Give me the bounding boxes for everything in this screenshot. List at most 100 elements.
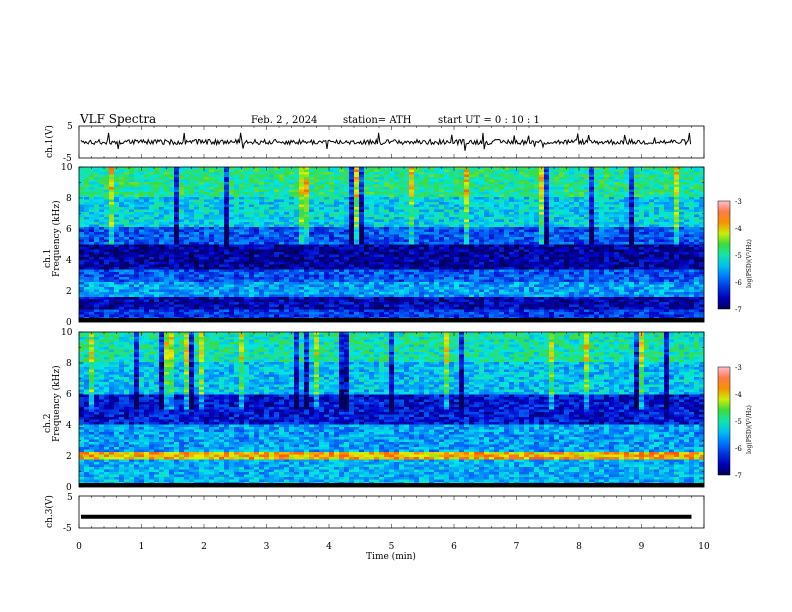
spectrogram-cell [479, 252, 485, 255]
spectrogram-cell [329, 172, 335, 175]
spectrogram-cell [414, 202, 420, 205]
spectrogram-cell [314, 227, 320, 230]
spectrogram-cell [414, 187, 420, 190]
spectrogram-cell [309, 204, 315, 208]
spectrogram-cell [79, 212, 85, 215]
spectrogram-cell [224, 182, 230, 185]
spectrogram-cell [104, 234, 110, 238]
spectrogram-cell [404, 222, 410, 225]
spectrogram-cell [169, 262, 175, 265]
spectrogram-cell [399, 229, 405, 233]
spectrogram-cell [134, 262, 140, 265]
spectrogram-cell [604, 182, 610, 185]
spectrogram-cell [464, 252, 470, 255]
spectrogram-cell [549, 199, 555, 203]
spectrogram-cell [339, 242, 345, 245]
spectrogram-cell [624, 204, 630, 208]
spectrogram-cell [124, 229, 130, 233]
spectrogram-cell [419, 259, 425, 263]
spectrogram-cell [154, 242, 160, 245]
spectrogram-cell [604, 169, 610, 173]
spectrogram-cell [504, 209, 510, 213]
spectrogram-cell [129, 197, 135, 200]
spectrogram-cell [674, 207, 680, 210]
spectrogram-cell [524, 182, 530, 185]
spectrogram-cell [649, 169, 655, 173]
spectrogram-cell [679, 257, 685, 260]
spectrogram-cell [99, 252, 105, 255]
spectrogram-cell [409, 214, 415, 218]
spectrogram-cell [334, 172, 340, 175]
spectrogram-cell [694, 249, 700, 253]
spectrogram-cell [159, 189, 165, 193]
spectrogram-cell [154, 257, 160, 260]
spectrogram-cell [229, 247, 235, 250]
spectrogram-cell [284, 194, 290, 198]
spectrogram-cell [654, 169, 660, 173]
spectrogram-cell [484, 194, 490, 198]
spectrogram-cell [414, 244, 420, 248]
spectrogram-cell [464, 204, 470, 208]
spectrogram-cell [484, 179, 490, 183]
spectrogram-cell [474, 254, 480, 258]
spectrogram-cell [144, 227, 150, 230]
spectrogram-cell [429, 234, 435, 238]
spectrogram-cell [394, 252, 400, 255]
spectrogram-cell [114, 192, 120, 195]
spectrogram-cell [254, 257, 260, 260]
spectrogram-cell [444, 244, 450, 248]
spectrogram-cell [454, 209, 460, 213]
spectrogram-cell [414, 217, 420, 220]
spectrogram-cell [429, 262, 435, 265]
spectrogram-cell [144, 184, 150, 188]
spectrogram-cell [234, 222, 240, 225]
spectrogram-cell [424, 214, 430, 218]
spectrogram-cell [219, 192, 225, 195]
spectrogram-cell [624, 172, 630, 175]
spectrogram-cell [109, 224, 115, 228]
spectrogram-cell [554, 192, 560, 195]
spectrogram-cell [199, 189, 205, 193]
spectrogram-cell [334, 222, 340, 225]
spectrogram-cell [554, 254, 560, 258]
spectrogram-cell [434, 219, 440, 223]
spectrogram-cell [514, 194, 520, 198]
spectrogram-cell [549, 249, 555, 253]
spectrogram-cell [469, 182, 475, 185]
spectrogram-cell [619, 174, 625, 178]
spectrogram-cell [179, 187, 185, 190]
spectrogram-cell [584, 179, 590, 183]
spectrogram-cell [699, 259, 705, 263]
spectrogram-cell [564, 234, 570, 238]
spectrogram-cell [589, 177, 595, 180]
spectrogram-cell [449, 204, 455, 208]
spectrogram-cell [234, 187, 240, 190]
spectrogram-cell [624, 229, 630, 233]
spectrogram-cell [104, 239, 110, 243]
spectrogram-cell [354, 224, 360, 228]
spectrogram-cell [509, 177, 515, 180]
spectrogram-cell [429, 184, 435, 188]
spectrogram-cell [154, 229, 160, 233]
spectrogram-cell [249, 227, 255, 230]
spectrogram-cell [189, 249, 195, 253]
spectrogram-cell [139, 177, 145, 180]
spectrogram-cell [154, 249, 160, 253]
spectrogram-cell [394, 207, 400, 210]
spectrogram-cell [694, 229, 700, 233]
spectrogram-cell [349, 229, 355, 233]
spectrogram-cell [524, 222, 530, 225]
spectrogram-cell [154, 187, 160, 190]
spectrogram-cell [429, 199, 435, 203]
spectrogram-cell [424, 199, 430, 203]
spectrogram-cell [244, 257, 250, 260]
spectrogram-cell [159, 214, 165, 218]
spectrogram-cell [299, 227, 305, 230]
spectrogram-cell [159, 227, 165, 230]
spectrogram-cell [474, 239, 480, 243]
spectrogram-cell [339, 179, 345, 183]
spectrogram-cell [559, 244, 565, 248]
spectrogram-cell [189, 212, 195, 215]
spectrogram-cell [244, 177, 250, 180]
spectrogram-cell [494, 247, 500, 250]
